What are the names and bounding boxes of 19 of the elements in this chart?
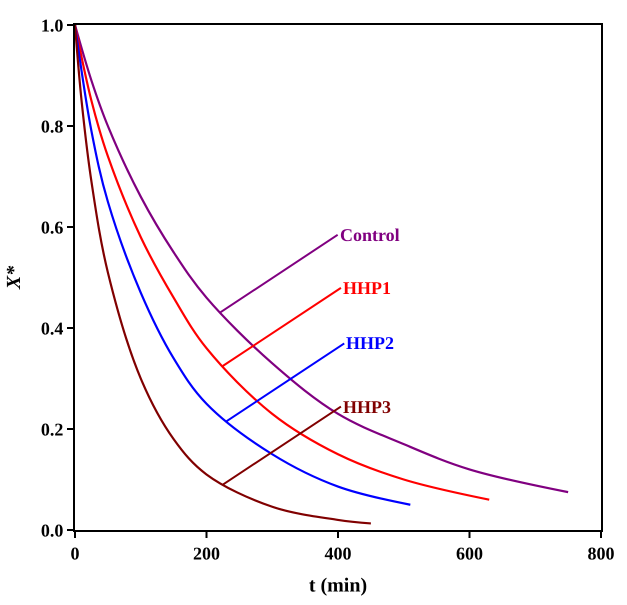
y-tick-label: 0.4 xyxy=(40,318,64,338)
annotation: HHP1 xyxy=(343,278,391,298)
line-series xyxy=(75,25,490,501)
x-tick-label: 800 xyxy=(588,544,614,564)
x-tick-label: 600 xyxy=(456,544,483,564)
x-axis-title: t (min) xyxy=(308,574,368,597)
x-tick-label: 200 xyxy=(193,544,220,564)
annotation: HHP3 xyxy=(343,397,391,417)
x-tick-label: 0 xyxy=(70,544,80,564)
y-tick-label: 0.2 xyxy=(40,419,64,440)
annotation: HHP2 xyxy=(346,333,394,353)
y-tick-label: 0.6 xyxy=(40,217,64,238)
y-tick-label: 0.8 xyxy=(40,116,64,136)
y-tick-label: 0.0 xyxy=(40,520,64,540)
line-series xyxy=(75,25,570,494)
y-axis-title: X* xyxy=(2,264,25,290)
annotation: Control xyxy=(340,225,400,245)
x-tick-label: 400 xyxy=(324,544,352,564)
y-tick-label: 1.0 xyxy=(40,15,64,36)
